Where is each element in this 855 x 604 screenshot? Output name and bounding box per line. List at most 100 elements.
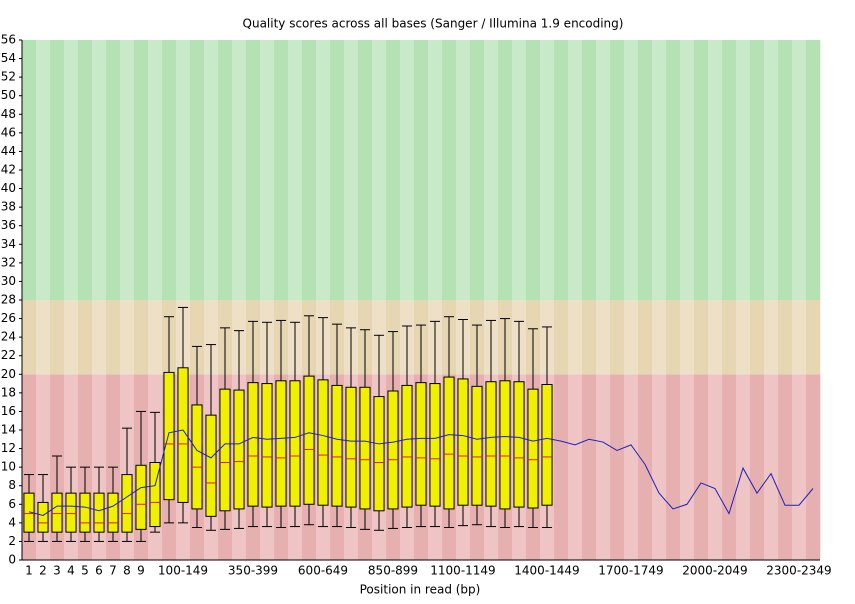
quality-zone [792,374,807,560]
box [275,380,287,507]
quality-zone [694,300,709,375]
quality-zone [764,40,779,300]
quality-zone [470,40,485,300]
y-tick-label: 12 [1,441,16,455]
quality-zone [526,40,541,300]
box [191,404,203,510]
quality-zone [764,300,779,375]
quality-zone [708,374,723,560]
quality-zone [624,40,639,300]
box [93,492,105,533]
quality-zone [624,374,639,560]
quality-zone [736,40,751,300]
box [429,383,441,507]
x-tick-label: 7 [109,564,117,578]
quality-zone [386,40,401,300]
quality-zone [162,40,177,300]
quality-zone [358,40,373,300]
quality-zone [134,40,149,300]
y-tick-label: 24 [1,330,16,344]
quality-zone [36,40,51,300]
quality-zone [554,374,569,560]
y-tick-label: 36 [1,218,16,232]
y-tick-label: 56 [1,33,16,47]
quality-zone [246,40,261,300]
box [135,464,147,530]
quality-zone [148,300,163,375]
box [205,414,217,517]
quality-zone [596,374,611,560]
box [331,384,343,507]
y-tick-label: 40 [1,181,16,195]
x-tick-label: 5 [81,564,89,578]
box [149,462,161,528]
quality-zone [568,300,583,375]
quality-zone [792,300,807,375]
y-tick-label: 0 [8,553,16,567]
box [359,386,371,510]
quality-zone [722,300,737,375]
y-tick-label: 30 [1,274,16,288]
box [415,382,427,506]
y-tick-label: 46 [1,125,16,139]
quality-zone [638,374,653,560]
quality-zone [722,374,737,560]
quality-zone [274,40,289,300]
box [443,376,455,510]
quality-zone [498,40,513,300]
quality-zone [666,300,681,375]
quality-zone [148,40,163,300]
quality-zone [36,300,51,375]
quality-zone [204,300,219,375]
quality-zone [330,40,345,300]
box [219,388,231,512]
quality-zone [778,40,793,300]
quality-zone [750,40,765,300]
box [457,378,469,506]
mean-line [28,429,814,516]
box [373,396,385,512]
quality-zone [50,300,65,375]
y-tick-label: 48 [1,107,16,121]
box [261,383,273,508]
quality-zone [694,374,709,560]
quality-zone [92,300,107,375]
box [289,380,301,507]
box [177,367,189,503]
quality-zone [50,40,65,300]
quality-zone [22,300,37,375]
y-tick-label: 54 [1,51,16,65]
quality-zone [806,374,821,560]
quality-zone [372,40,387,300]
y-tick-label: 8 [8,478,16,492]
quality-zone [190,300,205,375]
x-tick-label: 9 [137,564,145,578]
quality-zone [568,40,583,300]
quality-zone [302,40,317,300]
y-tick-label: 52 [1,70,16,84]
x-axis-label: Position in read (bp) [360,583,481,597]
quality-zone [64,300,79,375]
box [527,388,539,509]
quality-zone [554,40,569,300]
box [471,385,483,506]
quality-zone [582,40,597,300]
quality-zone [484,40,499,300]
y-tick-label: 44 [1,144,16,158]
quality-zone [260,40,275,300]
x-tick-label: 1100-1149 [430,564,495,578]
box [499,380,511,510]
x-tick-label: 850-899 [368,564,418,578]
x-tick-label: 3 [53,564,61,578]
y-tick-label: 14 [1,423,16,437]
box [247,382,259,507]
quality-zone [638,40,653,300]
quality-zone [442,40,457,300]
quality-zone [610,40,625,300]
quality-zone [106,300,121,375]
x-tick-label: 100-149 [158,564,208,578]
y-tick-label: 20 [1,367,16,381]
box [303,375,315,505]
x-tick-label: 8 [123,564,131,578]
quality-zone [694,40,709,300]
